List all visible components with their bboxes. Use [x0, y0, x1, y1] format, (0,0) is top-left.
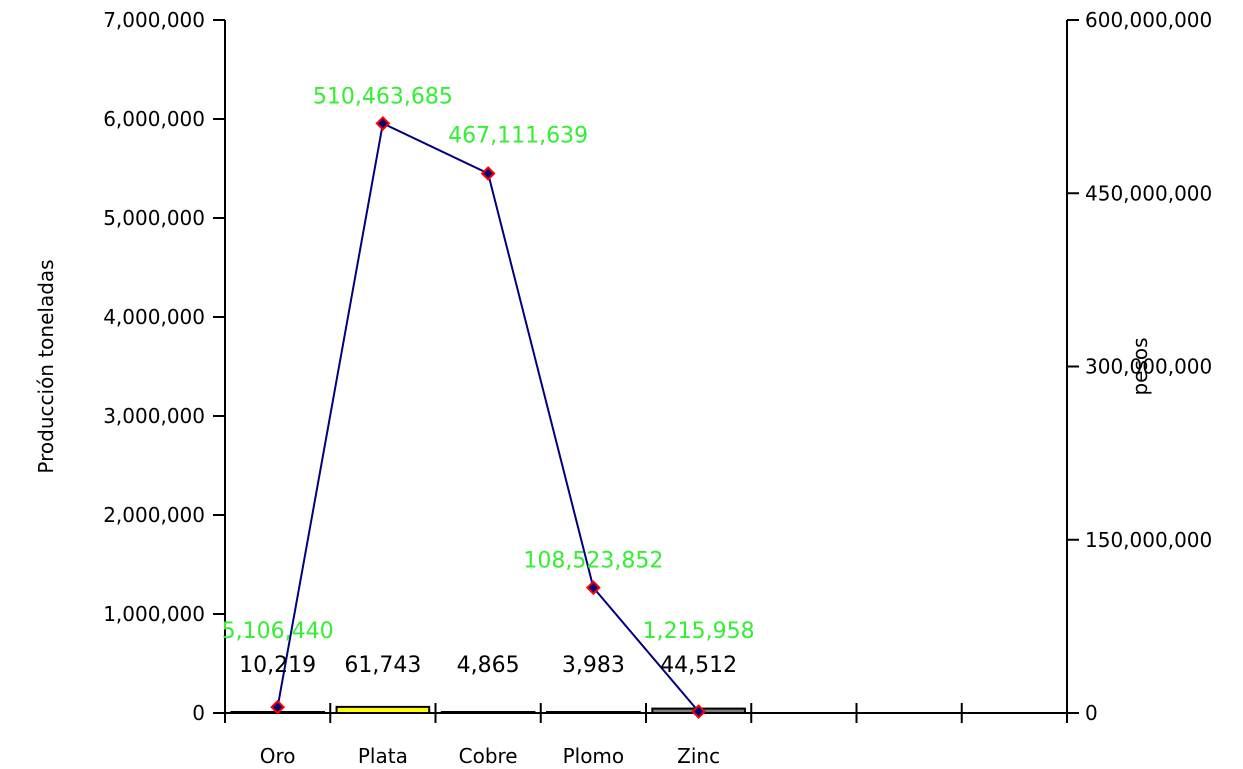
bar-series [230, 705, 746, 715]
right-tick-label: 450,000,000 [1085, 181, 1212, 205]
left-axis-title: Producción toneladas [34, 259, 58, 473]
line-data-label: 5,106,440 [222, 619, 334, 644]
x-tick-label: Plomo [563, 744, 625, 768]
line-data-label: 1,215,958 [643, 619, 755, 644]
left-y-ticks: 0 1,000,000 2,000,000 3,000,000 4,000,000 5,0… [103, 8, 225, 725]
line-marker [480, 166, 496, 181]
right-y-ticks: 0 150,000,000 300,000,000 450,000,000 600,00… [1067, 8, 1212, 725]
data-labels: 10,219 61,743 4,865 3,983 44,512 5,106,440 510… [222, 84, 755, 678]
line-marker [585, 580, 601, 596]
left-tick-label: 2,000,000 [103, 503, 205, 527]
line-marker [270, 699, 286, 715]
bar [546, 711, 641, 714]
bar-data-label: 44,512 [660, 653, 737, 678]
left-tick-label: 5,000,000 [103, 206, 205, 230]
right-tick-label: 300,000,000 [1085, 355, 1212, 379]
x-tick-label: Cobre [459, 744, 518, 768]
bar-data-label: 61,743 [344, 653, 421, 678]
x-tick-label: Zinc [677, 744, 720, 768]
bar [335, 705, 431, 715]
x-tick-label: Oro [260, 744, 296, 768]
line-marker [375, 116, 391, 131]
right-tick-label: 150,000,000 [1085, 528, 1212, 552]
line-marker [691, 704, 707, 720]
bar-data-label: 10,219 [239, 653, 316, 678]
line-data-label: 108,523,852 [523, 549, 663, 574]
line-series [270, 116, 707, 720]
right-axis-title: pesos [1128, 337, 1152, 395]
x-tick-label: Plata [358, 744, 408, 768]
right-tick-label: 0 [1085, 701, 1098, 725]
left-tick-label: 7,000,000 [103, 8, 205, 32]
left-tick-label: 0 [192, 701, 205, 725]
line-data-label: 510,463,685 [313, 84, 453, 109]
left-tick-label: 1,000,000 [103, 602, 205, 626]
line-path [276, 121, 700, 713]
left-tick-label: 6,000,000 [103, 107, 205, 131]
right-tick-label: 600,000,000 [1085, 8, 1212, 32]
axes [224, 20, 1068, 714]
left-tick-label: 3,000,000 [103, 404, 205, 428]
bar [440, 711, 536, 714]
left-tick-label: 4,000,000 [103, 305, 205, 329]
bar-data-label: 3,983 [562, 653, 625, 678]
bar-data-label: 4,865 [457, 653, 520, 678]
line-data-label: 467,111,639 [448, 123, 588, 148]
x-ticks: Oro Plata Cobre Plomo Zinc [224, 703, 1068, 768]
